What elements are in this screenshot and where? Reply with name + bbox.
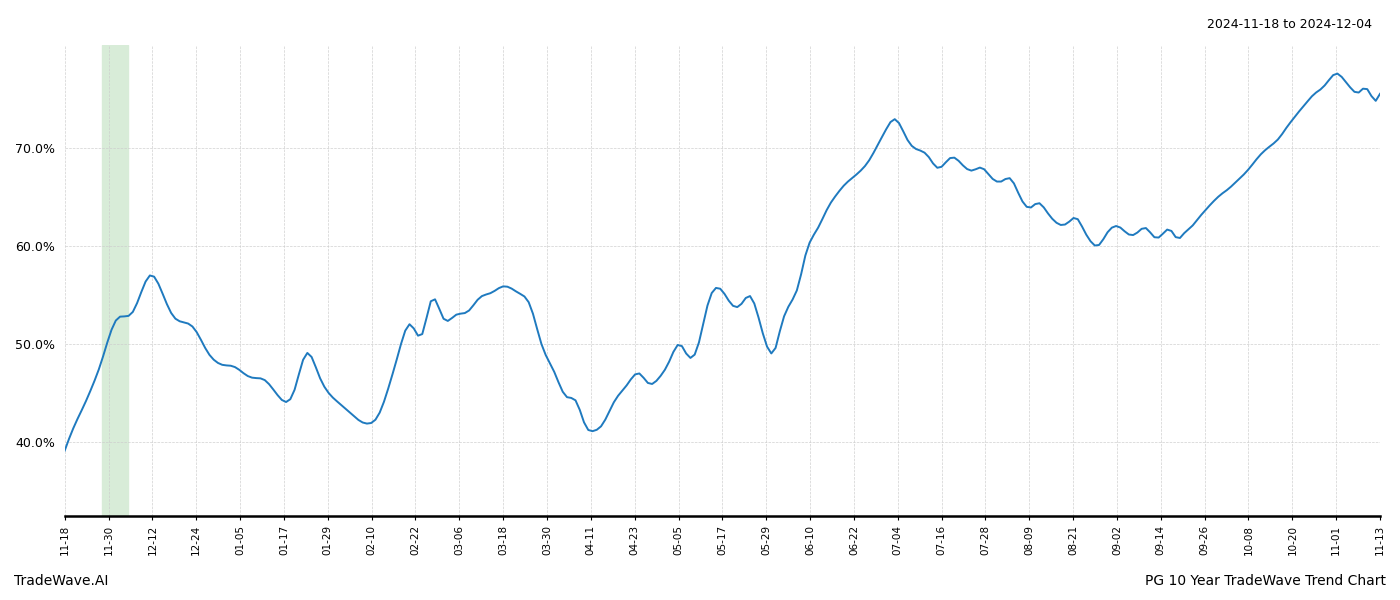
Text: TradeWave.AI: TradeWave.AI (14, 574, 108, 588)
Text: 2024-11-18 to 2024-12-04: 2024-11-18 to 2024-12-04 (1207, 18, 1372, 31)
Text: PG 10 Year TradeWave Trend Chart: PG 10 Year TradeWave Trend Chart (1145, 574, 1386, 588)
Bar (102, 45, 127, 516)
